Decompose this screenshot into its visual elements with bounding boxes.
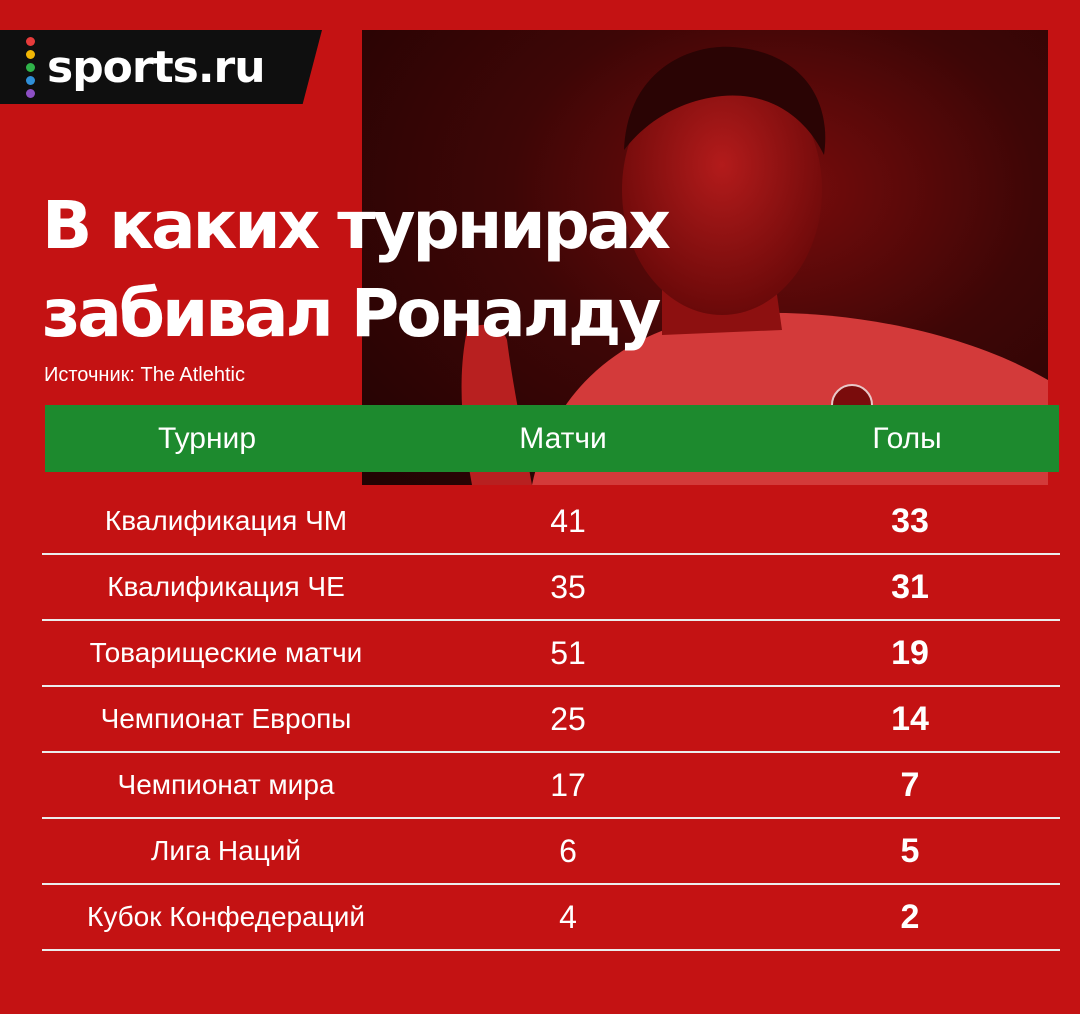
table-row: Товарищеские матчи 51 19: [42, 621, 1060, 687]
row-goals: 14: [891, 700, 929, 738]
row-matches: 35: [550, 569, 586, 605]
logo-dot: [26, 36, 35, 46]
row-tournament: Чемпионат мира: [117, 769, 335, 800]
row-tournament: Товарищеские матчи: [89, 637, 363, 668]
row-goals: 5: [900, 832, 920, 870]
header-tournament: Турнир: [158, 422, 256, 455]
header-goals: Голы: [872, 422, 942, 455]
row-goals: 19: [891, 634, 929, 672]
row-matches: 6: [559, 833, 577, 869]
row-goals: 33: [891, 502, 929, 540]
row-tournament: Лига Наций: [150, 835, 302, 866]
logo-dot: [26, 49, 35, 59]
row-tournament: Кубок Конфедераций: [87, 901, 365, 932]
logo-dot: [26, 62, 35, 72]
row-matches: 41: [550, 503, 586, 539]
row-matches: 51: [550, 635, 586, 671]
sports-ru-logo: sports.ru: [0, 30, 322, 104]
table-header: Турнир Матчи Голы: [45, 405, 1059, 472]
logo-dot: [26, 75, 35, 85]
page-title: В каких турнирах забивал Роналду: [42, 182, 671, 358]
table-row: Кубок Конфедераций 4 2: [42, 885, 1060, 951]
row-matches: 25: [550, 701, 586, 737]
row-tournament: Квалификация ЧМ: [104, 505, 348, 536]
row-goals: 31: [891, 568, 929, 606]
row-tournament: Квалификация ЧЕ: [107, 571, 345, 602]
table-row: Квалификация ЧМ 41 33: [42, 489, 1060, 555]
header-matches: Матчи: [519, 422, 607, 455]
logo-dot: [26, 88, 35, 98]
table-row: Чемпионат Европы 25 14: [42, 687, 1060, 753]
logo-text: sports.ru: [47, 41, 266, 93]
row-matches: 4: [559, 899, 577, 935]
row-goals: 2: [900, 898, 920, 936]
source-caption: Источник: The Atlehtic: [44, 364, 245, 386]
row-matches: 17: [550, 767, 586, 803]
table-row: Лига Наций 6 5: [42, 819, 1060, 885]
logo-dots-icon: [26, 36, 35, 98]
title-line-1: В каких турнирах: [42, 187, 671, 264]
title-line-2: забивал Роналду: [42, 275, 661, 352]
table-row: Квалификация ЧЕ 35 31: [42, 555, 1060, 621]
row-tournament: Чемпионат Европы: [100, 703, 352, 734]
tournament-table: Квалификация ЧМ 41 33 Квалификация ЧЕ 35…: [42, 489, 1060, 951]
table-row: Чемпионат мира 17 7: [42, 753, 1060, 819]
row-goals: 7: [900, 766, 920, 804]
